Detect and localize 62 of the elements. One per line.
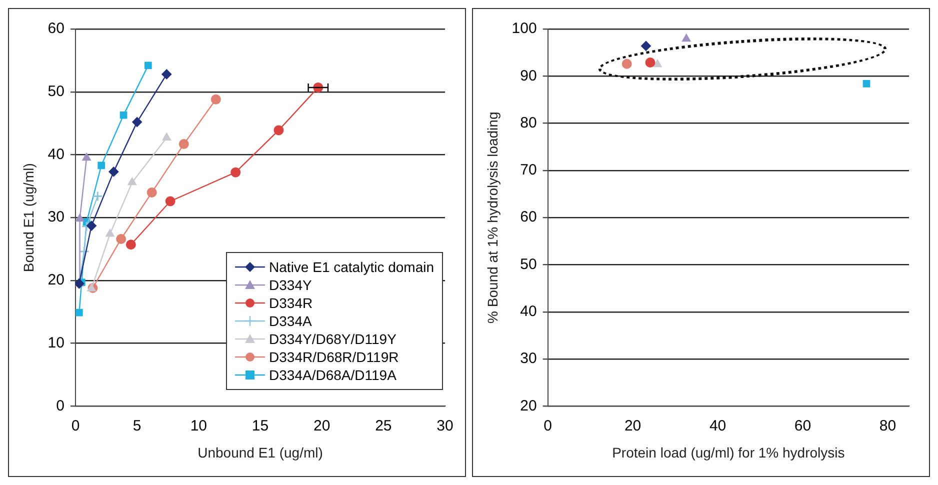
point <box>120 111 128 119</box>
legend-label: D334Y/D68Y/D119Y <box>269 331 396 347</box>
point <box>106 228 114 237</box>
point <box>75 214 84 222</box>
x-tick-label: 40 <box>709 417 726 434</box>
point <box>126 240 136 250</box>
point <box>230 167 241 178</box>
x-axis-title: Unbound E1 (ug/ml) <box>198 444 323 460</box>
point <box>116 234 126 244</box>
legend-label: D334A/D68A/D119A <box>269 367 396 383</box>
point <box>92 190 103 202</box>
y-tick-label: 50 <box>48 83 64 100</box>
legend-label: D334R/D68R/D119R <box>269 349 399 365</box>
x-tick-label: 60 <box>794 417 812 434</box>
y-tick-label: 70 <box>520 162 537 179</box>
x-tick-label: 15 <box>252 417 269 434</box>
legend-label: D334A <box>269 313 312 329</box>
point <box>76 308 83 316</box>
point <box>274 125 284 136</box>
y-tick-label: 40 <box>520 303 537 320</box>
y-tick-label: 30 <box>520 350 537 368</box>
x-axis-title: Protein load (ug/ml) for 1% hydrolysis <box>612 444 845 460</box>
x-tick-label: 20 <box>313 417 330 434</box>
y-tick-label: 80 <box>520 114 537 132</box>
x-tick-label: 5 <box>132 417 142 434</box>
y-tick-label: 30 <box>48 208 64 226</box>
point <box>108 166 119 177</box>
point <box>86 220 96 231</box>
point <box>78 246 90 257</box>
y-tick-label: 60 <box>520 208 537 226</box>
x-tick-label: 80 <box>879 417 896 434</box>
point <box>98 162 106 170</box>
point <box>162 132 172 141</box>
point <box>162 69 172 80</box>
x-tick-label: 30 <box>436 417 454 434</box>
x-tick-label: 0 <box>71 417 80 434</box>
point <box>178 139 189 150</box>
x-tick-label: 10 <box>190 417 207 434</box>
y-tick-label: 10 <box>48 334 64 352</box>
y-tick-label: 90 <box>520 67 537 84</box>
x-tick-label: 20 <box>624 417 642 434</box>
y-tick-label: 60 <box>48 20 64 38</box>
y-tick-label: 50 <box>520 256 537 273</box>
y-tick-label: 100 <box>512 20 537 38</box>
point <box>165 196 176 206</box>
y-tick-label: 20 <box>520 397 537 414</box>
x-tick-label: 25 <box>375 417 392 434</box>
legend-label: Native E1 catalytic domain <box>269 259 434 275</box>
y-axis-title: Bound E1 (ug/ml) <box>20 163 36 272</box>
y-tick-label: 20 <box>48 272 64 289</box>
point <box>82 152 91 161</box>
point <box>146 187 157 198</box>
point <box>144 62 152 70</box>
y-tick-label: 40 <box>48 146 64 163</box>
point <box>210 94 221 104</box>
point <box>128 177 137 186</box>
point <box>132 117 142 128</box>
y-axis-title: % Bound at 1% hydrolysis loading <box>484 112 500 324</box>
y-tick-label: 0 <box>56 397 64 414</box>
legend-label: D334Y <box>269 277 312 293</box>
legend-label: D334R <box>269 295 313 311</box>
x-tick-label: 0 <box>544 417 552 434</box>
